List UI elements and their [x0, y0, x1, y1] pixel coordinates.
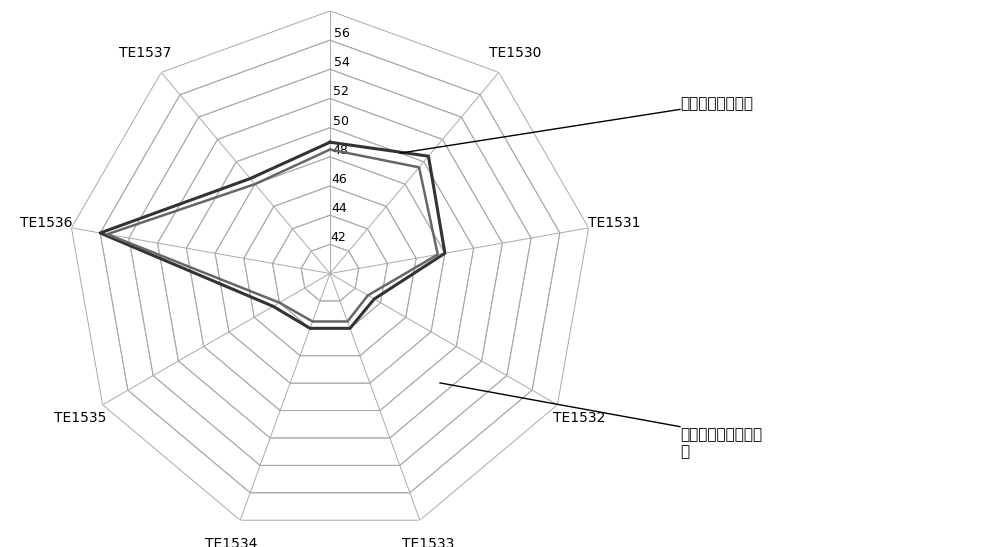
Text: 冷却壁温度历史平均
値: 冷却壁温度历史平均 値: [680, 427, 762, 459]
Text: 冷却壁温度当前値: 冷却壁温度当前値: [680, 96, 753, 112]
